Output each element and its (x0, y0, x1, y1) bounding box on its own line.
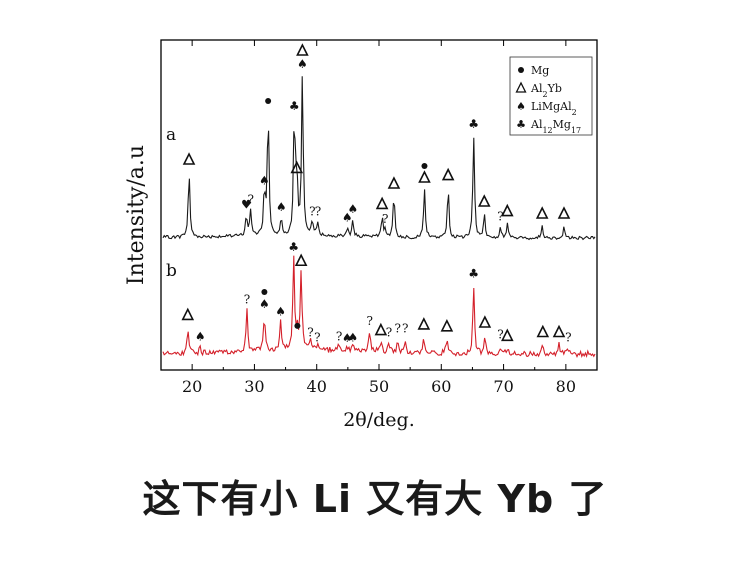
peak-marker-heart: ♥ (241, 197, 252, 211)
peak-marker-al2yb (182, 152, 196, 165)
peak-marker-mg (421, 163, 428, 169)
series-a-line (162, 76, 596, 241)
peak-marker-unknown: ? (497, 209, 503, 223)
peak-marker-al2yb (501, 328, 514, 342)
peak-marker-unknown: ? (366, 314, 372, 328)
legend-al12mg17-icon: ♣ (516, 118, 526, 131)
peak-marker-unknown: ? (307, 326, 313, 340)
peak-marker-al2yb (374, 322, 388, 336)
legend-mg-icon (518, 67, 524, 73)
series-b-line (162, 255, 596, 359)
legend-limgal2-icon: ♠ (516, 100, 526, 113)
peak-marker-al2yb (441, 167, 455, 181)
peak-marker-unknown: ? (314, 330, 320, 344)
peak-marker-limgal2: ♠ (347, 330, 358, 344)
peak-marker-al2yb (375, 196, 389, 210)
peak-marker-unknown: ? (402, 322, 408, 336)
xrd-figure: 20 30 40 50 60 70 802θ/deg.Intensity/a.ua♥?♠♠♣… (124, 39, 598, 431)
legend-al2yb-icon (515, 81, 527, 93)
x-tick-label: 40 (307, 377, 327, 396)
peak-marker-unknown: ? (336, 329, 342, 343)
peak-marker-unknown: ? (244, 292, 250, 306)
peak-marker-limgal2: ♠ (276, 200, 287, 214)
peak-marker-unknown: ? (382, 212, 388, 226)
peak-marker-al2yb (294, 253, 308, 267)
x-axis-label: 2θ/deg. (343, 409, 415, 431)
peak-marker-mg (294, 322, 301, 329)
peak-marker-al2yb (181, 307, 195, 321)
legend-limgal2-label: LiMgAl2 (531, 100, 577, 117)
peak-marker-al2yb (417, 317, 431, 330)
peak-marker-al2yb (290, 160, 304, 174)
x-tick-label: 50 (369, 377, 389, 396)
peak-marker-al2yb (387, 176, 401, 189)
peak-marker-al2yb (296, 43, 309, 56)
x-tick-label: 70 (493, 377, 513, 396)
legend-al2yb-label: Al2Yb (530, 82, 562, 99)
peak-marker-al12mg17: ♣ (288, 240, 299, 254)
peak-marker-al12mg17: ♣ (468, 117, 479, 131)
y-axis-label: Intensity/a.u (124, 145, 149, 285)
peak-marker-al2yb (536, 324, 550, 338)
peak-marker-unknown: ? (394, 322, 400, 336)
peak-marker-limgal2: ♠ (259, 173, 270, 187)
legend-mg-label: Mg (531, 64, 549, 77)
peak-marker-unknown: ? (565, 330, 571, 344)
peak-marker-limgal2: ♠ (342, 331, 353, 345)
peak-marker-limgal2: ♠ (347, 202, 358, 216)
peak-marker-unknown: ? (315, 205, 321, 219)
peak-marker-al2yb (501, 203, 514, 217)
x-tick-label: 30 (244, 377, 264, 396)
peak-marker-al2yb (477, 194, 491, 207)
peak-marker-al2yb (440, 319, 454, 332)
peak-marker-unknown: ? (386, 326, 392, 340)
peak-marker-unknown: ? (247, 193, 253, 207)
peak-marker-al12mg17: ♣ (289, 99, 300, 113)
peak-marker-limgal2: ♠ (275, 305, 286, 319)
peak-marker-limgal2: ♠ (259, 297, 270, 311)
caption-text: 这下有小 Li 又有大 Yb 了 (142, 477, 608, 521)
x-tick-label: 60 (431, 377, 451, 396)
peak-marker-mg (265, 98, 272, 104)
peak-marker-al2yb (552, 324, 566, 338)
peak-marker-mg (261, 289, 268, 295)
series-a-label: a (166, 125, 176, 145)
peak-marker-unknown: ? (309, 205, 315, 219)
x-tick-label: 80 (556, 377, 576, 396)
peak-marker-limgal2: ♠ (342, 211, 353, 225)
x-tick-label: 20 (182, 377, 202, 396)
legend: Mg Al2Yb ♠ LiMgAl2 ♣ Al12Mg17 (509, 56, 593, 136)
peak-marker-unknown: ? (497, 327, 503, 341)
peak-marker-al2yb (418, 170, 431, 183)
peak-marker-al2yb (478, 315, 492, 328)
series-b-label: b (166, 261, 177, 281)
peak-marker-al2yb (557, 206, 571, 219)
peak-marker-limgal2: ♠ (195, 329, 206, 343)
peak-marker-al12mg17: ♣ (468, 267, 479, 281)
legend-al12mg17-label: Al12Mg17 (530, 118, 581, 135)
peak-marker-al2yb (535, 206, 549, 219)
peak-marker-limgal2: ♠ (297, 57, 308, 71)
